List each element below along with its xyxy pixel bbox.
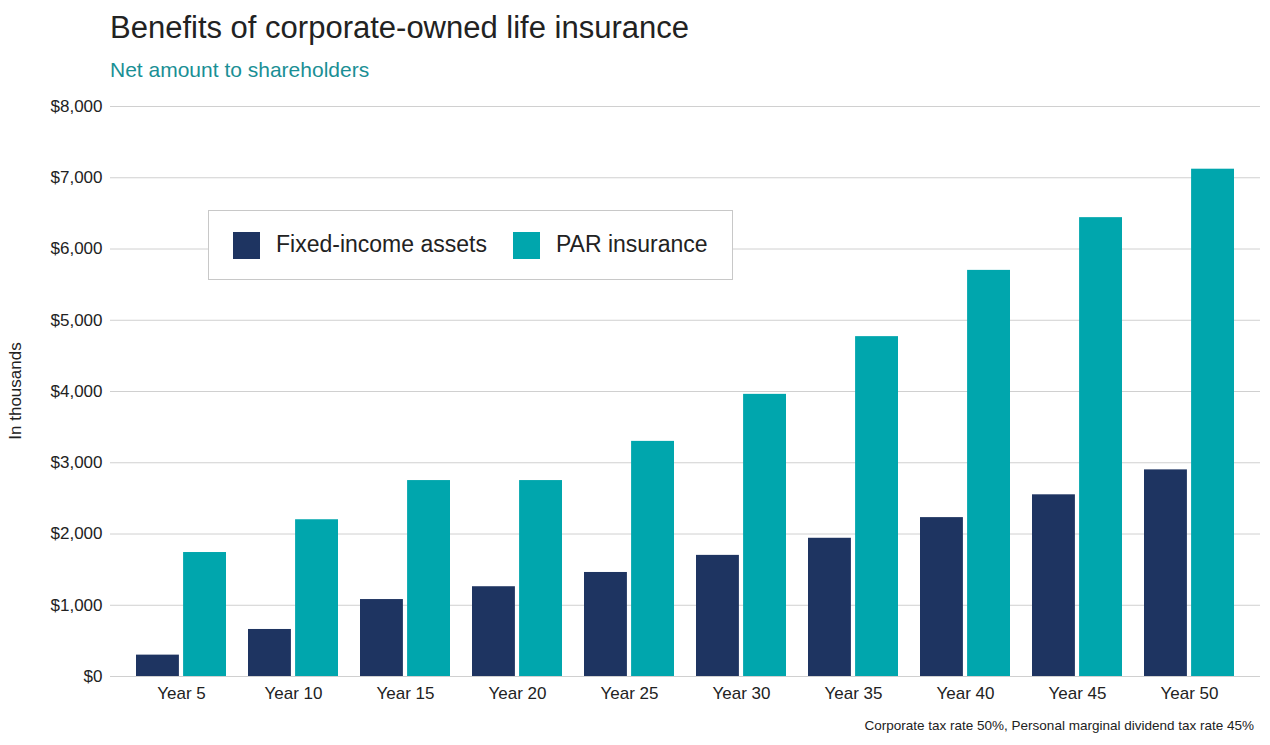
svg-text:Year 10: Year 10 [265,684,323,703]
svg-text:$1,000: $1,000 [51,596,103,615]
svg-text:$0: $0 [84,667,103,686]
svg-text:$8,000: $8,000 [51,97,103,116]
html-text:Fixed-income assets: Fixed-income assets [276,231,487,257]
svg-text:Year 50: Year 50 [1161,684,1219,703]
html-text:Corporate tax rate 50%, Person: Corporate tax rate 50%, Personal margina… [864,718,1254,733]
html-text:PAR insurance: PAR insurance [555,231,708,257]
svg-text:$7,000: $7,000 [51,168,103,187]
svg-text:Year 30: Year 30 [713,684,771,703]
svg-text:Year 5: Year 5 [157,684,206,703]
svg-text:Year 45: Year 45 [1049,684,1107,703]
svg-text:Year 20: Year 20 [489,684,547,703]
svg-text:$6,000: $6,000 [51,239,103,258]
html-text:Benefits of corporate-owned li: Benefits of corporate-owned life insuran… [110,10,689,45]
svg-text:Year 25: Year 25 [601,684,659,703]
svg-text:$3,000: $3,000 [51,453,103,472]
svg-text:$4,000: $4,000 [51,382,103,401]
svg-text:$2,000: $2,000 [51,524,103,543]
svg-text:Year 15: Year 15 [377,684,435,703]
html-text:Net amount to shareholders: Net amount to shareholders [110,58,370,81]
svg-text:$5,000: $5,000 [51,311,103,330]
html-text:In thousands: In thousands [6,342,25,440]
svg-text:Year 40: Year 40 [937,684,995,703]
svg-text:Year 35: Year 35 [825,684,883,703]
